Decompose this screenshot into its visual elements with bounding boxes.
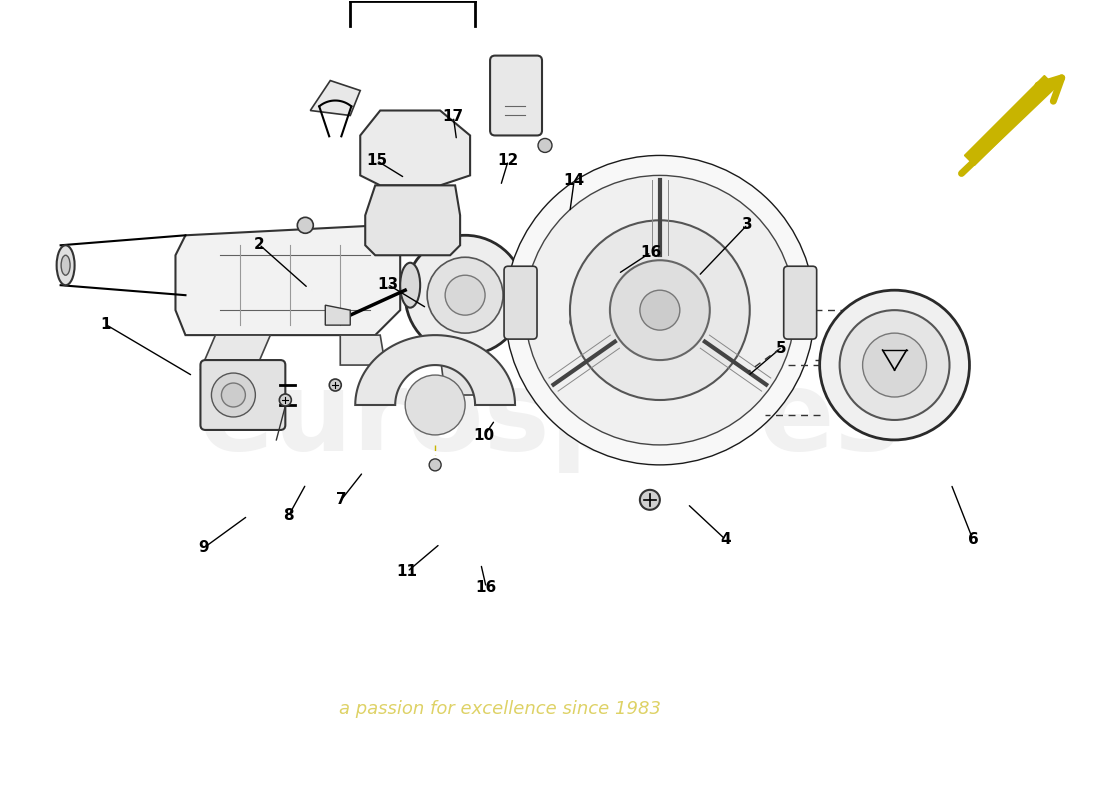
Text: 14: 14 xyxy=(563,173,585,188)
Text: eurospares: eurospares xyxy=(199,366,901,474)
FancyBboxPatch shape xyxy=(504,266,537,339)
Text: 16: 16 xyxy=(640,245,662,260)
FancyBboxPatch shape xyxy=(783,266,816,339)
Circle shape xyxy=(862,333,926,397)
Text: 5: 5 xyxy=(776,341,786,355)
Circle shape xyxy=(640,290,680,330)
Circle shape xyxy=(221,383,245,407)
Polygon shape xyxy=(440,355,491,395)
Circle shape xyxy=(538,138,552,153)
Text: 3: 3 xyxy=(742,217,754,232)
Circle shape xyxy=(505,155,815,465)
Circle shape xyxy=(839,310,949,420)
Circle shape xyxy=(405,375,465,435)
Circle shape xyxy=(211,373,255,417)
Polygon shape xyxy=(365,186,460,255)
Polygon shape xyxy=(326,305,350,325)
FancyBboxPatch shape xyxy=(491,55,542,135)
Polygon shape xyxy=(965,75,1055,166)
Text: 6: 6 xyxy=(968,532,978,547)
Text: 11: 11 xyxy=(397,564,418,579)
Text: 2: 2 xyxy=(253,237,264,252)
Ellipse shape xyxy=(570,314,590,330)
Circle shape xyxy=(609,260,710,360)
Circle shape xyxy=(279,394,292,406)
Polygon shape xyxy=(310,81,360,115)
Circle shape xyxy=(640,490,660,510)
Polygon shape xyxy=(355,335,515,405)
Circle shape xyxy=(427,258,503,333)
Ellipse shape xyxy=(400,262,420,308)
Polygon shape xyxy=(360,110,470,186)
Circle shape xyxy=(570,220,750,400)
Text: 10: 10 xyxy=(473,429,495,443)
Text: 9: 9 xyxy=(199,540,209,555)
Polygon shape xyxy=(200,335,271,370)
Circle shape xyxy=(429,459,441,471)
Circle shape xyxy=(405,235,525,355)
Circle shape xyxy=(329,379,341,391)
Polygon shape xyxy=(340,335,385,365)
Text: 12: 12 xyxy=(497,153,519,168)
Ellipse shape xyxy=(56,246,75,285)
Circle shape xyxy=(297,218,313,234)
Text: a passion for excellence since 1983: a passion for excellence since 1983 xyxy=(339,701,661,718)
Circle shape xyxy=(446,275,485,315)
Text: 1: 1 xyxy=(100,317,110,332)
Text: 4: 4 xyxy=(720,532,732,547)
Circle shape xyxy=(525,175,794,445)
Text: 7: 7 xyxy=(336,492,346,507)
Text: 15: 15 xyxy=(366,153,387,168)
Text: 13: 13 xyxy=(377,277,398,292)
Polygon shape xyxy=(176,226,400,335)
Text: 17: 17 xyxy=(443,109,464,124)
Text: 8: 8 xyxy=(283,508,294,523)
Text: 16: 16 xyxy=(475,580,497,595)
Circle shape xyxy=(820,290,969,440)
Ellipse shape xyxy=(62,255,70,275)
FancyBboxPatch shape xyxy=(200,360,285,430)
